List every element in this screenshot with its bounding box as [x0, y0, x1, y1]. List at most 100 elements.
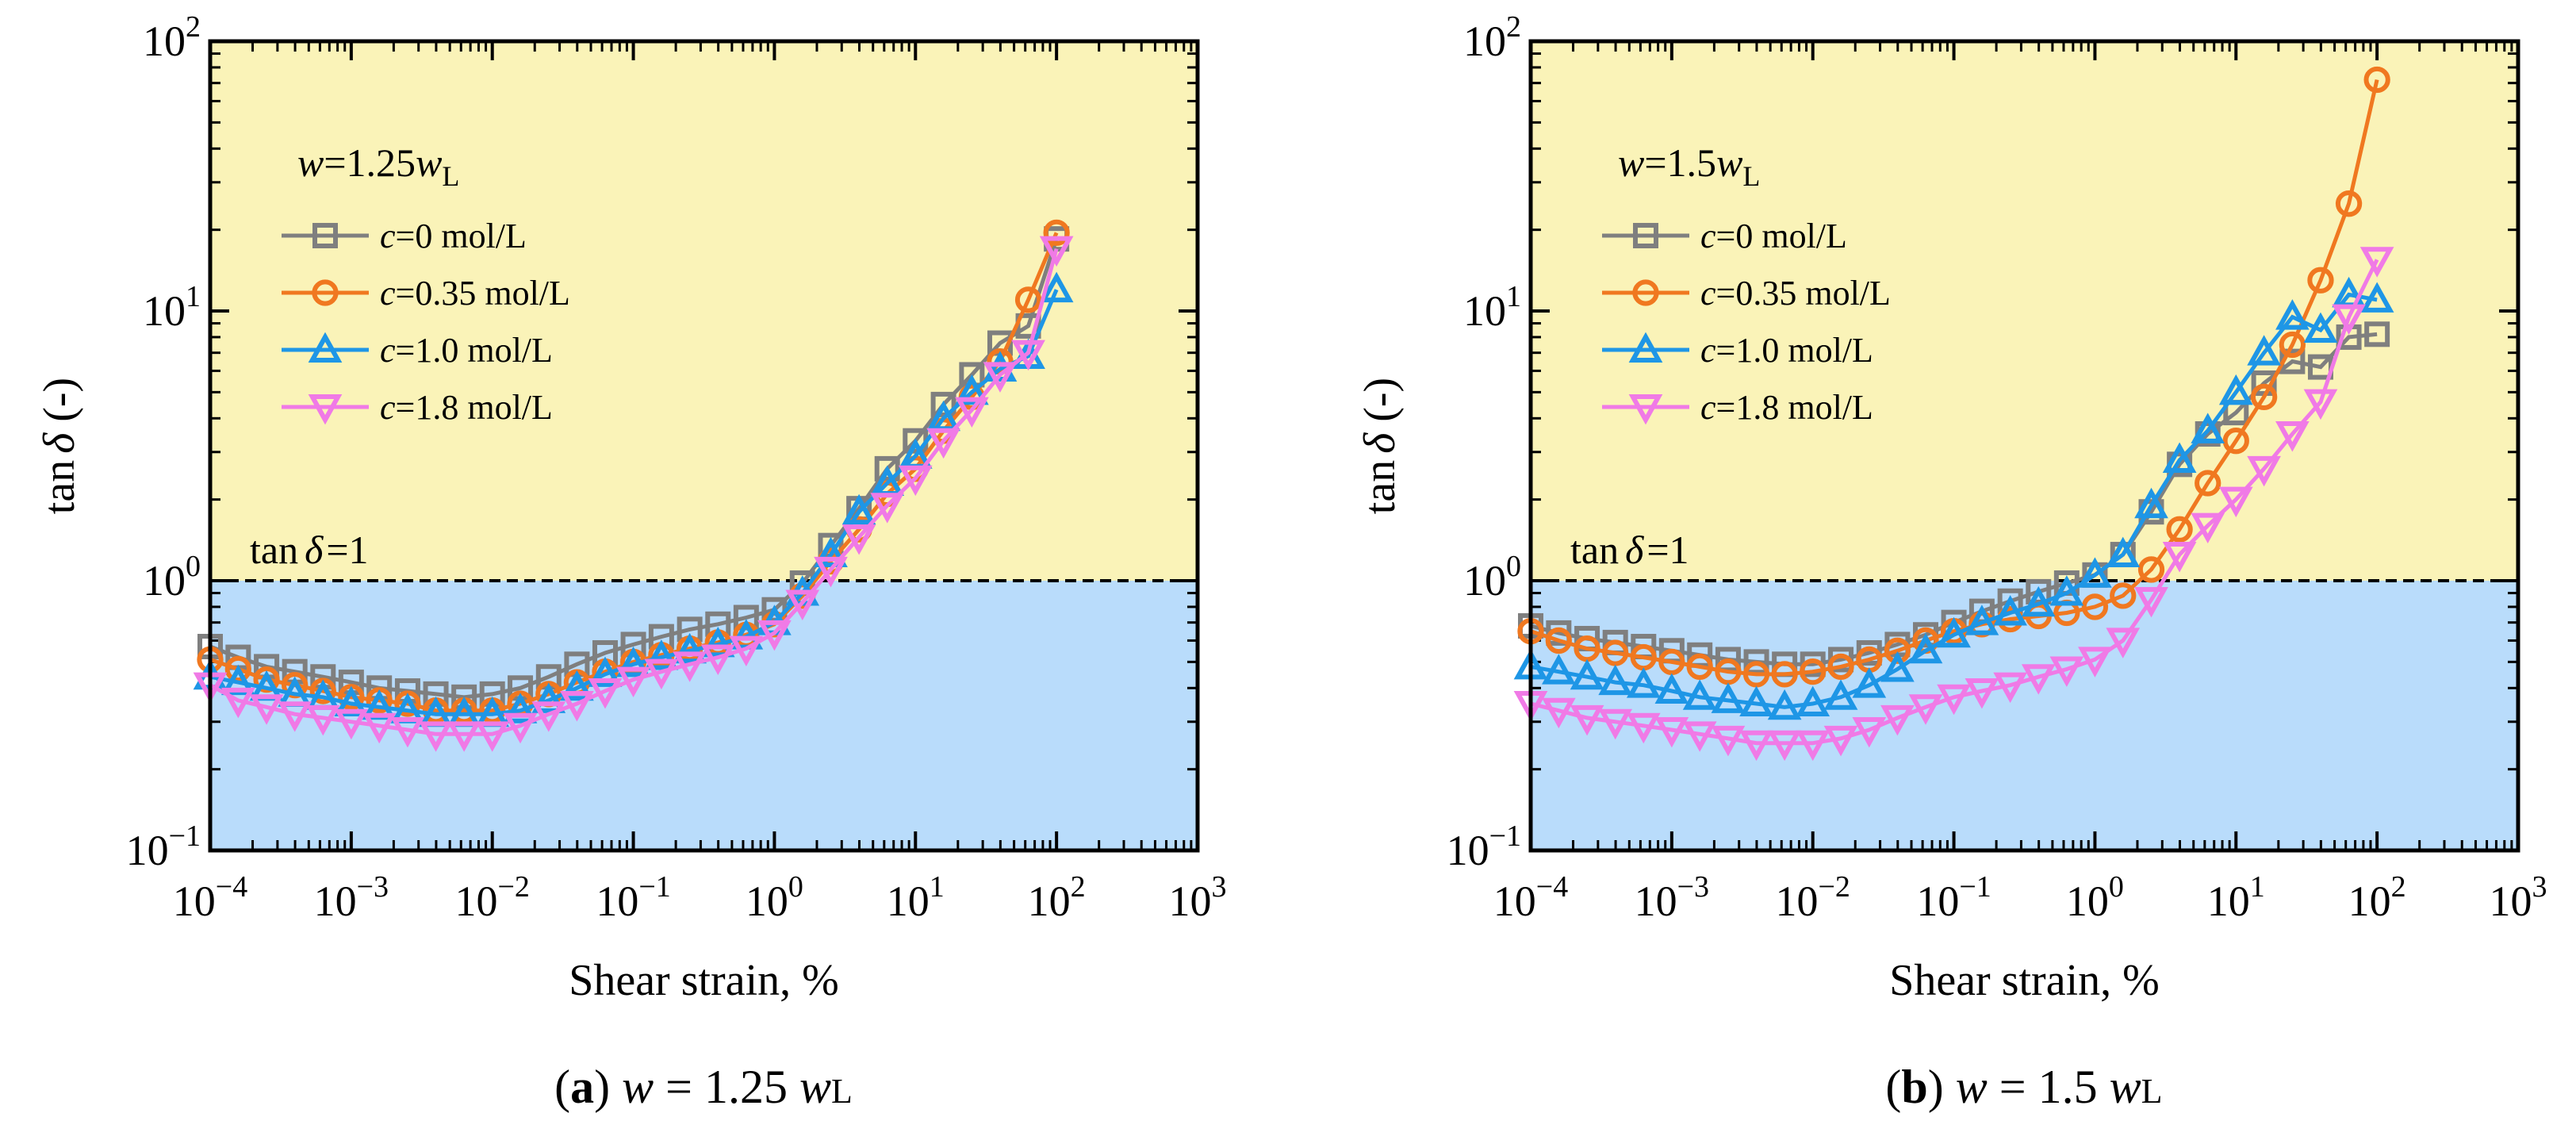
data-point	[2222, 428, 2249, 455]
x-tick-label: 100	[746, 870, 803, 925]
data-point	[2191, 512, 2225, 544]
legend-swatch-marker	[312, 223, 338, 248]
x-tick-label: 103	[1169, 870, 1227, 925]
data-point	[2332, 304, 2366, 336]
data-point	[700, 627, 735, 658]
data-point	[531, 682, 566, 713]
data-point	[814, 556, 848, 588]
y-tick-label: 101	[1463, 280, 1521, 335]
data-point	[2106, 628, 2141, 658]
data-point	[2359, 282, 2394, 313]
data-point	[1993, 595, 2028, 626]
data-point	[874, 455, 900, 482]
series-line	[1530, 79, 2379, 677]
data-point	[673, 651, 707, 682]
data-point	[1682, 721, 1717, 752]
data-point	[2191, 413, 2225, 443]
data-point	[2134, 586, 2168, 618]
data-point	[1796, 685, 1830, 717]
x-tick-label: 102	[1028, 870, 1086, 925]
data-point	[898, 465, 933, 497]
data-point	[2279, 331, 2306, 359]
legend: w=1.25wL c=0 mol/L c=0.35 mol/L c=1.0 mol/L…	[282, 140, 570, 427]
legend: w=1.5wL c=0 mol/L c=0.35 mol/L c=1.0 mol/L c…	[1602, 140, 1891, 427]
series-line	[1530, 292, 2378, 709]
data-point	[1739, 730, 1773, 762]
data-point	[1602, 639, 1629, 666]
legend-swatch-marker	[1628, 332, 1663, 363]
x-tick-label: 10−3	[314, 870, 389, 925]
data-point	[2078, 557, 2112, 588]
data-point	[1880, 704, 1915, 736]
data-point	[2106, 536, 2141, 568]
legend-swatch-marker	[1633, 223, 1658, 248]
data-point	[1711, 725, 1746, 757]
legend-swatch-marker	[312, 279, 339, 306]
x-tick-label: 10−1	[1916, 870, 1991, 925]
data-point	[1598, 708, 1633, 740]
data-point	[2247, 335, 2281, 366]
data-point	[2218, 486, 2253, 518]
x-axis-title: Shear strain, %	[569, 956, 839, 1005]
data-point	[644, 658, 679, 690]
data-point	[2049, 656, 2084, 687]
data-point	[1800, 658, 1827, 685]
data-point	[1541, 697, 1576, 729]
legend-swatch-marker	[1628, 394, 1663, 425]
data-point	[2137, 556, 2165, 583]
data-point	[2218, 374, 2253, 405]
data-point	[1767, 689, 1802, 720]
data-point	[1993, 672, 2028, 704]
data-point	[1739, 685, 1773, 717]
x-tick-label: 101	[2207, 870, 2265, 925]
data-point	[224, 655, 251, 683]
legend-title: w=1.25wL	[297, 140, 459, 192]
data-point	[2166, 516, 2193, 543]
data-point	[531, 701, 566, 732]
x-tick-label: 101	[887, 870, 945, 925]
legend-entry-label: c=0.35 mol/L	[380, 274, 570, 313]
data-point	[1626, 667, 1661, 698]
data-point	[2247, 455, 2281, 487]
data-point	[2021, 664, 2056, 695]
data-point	[2303, 312, 2338, 343]
threshold-label: tan δ=1	[250, 528, 369, 572]
data-point	[1908, 632, 1943, 664]
series-line	[1530, 259, 2379, 746]
data-point	[644, 639, 679, 670]
data-point	[1908, 694, 1943, 725]
data-point	[447, 721, 481, 752]
series-4	[193, 236, 1074, 752]
data-point	[1715, 658, 1742, 685]
data-point	[1545, 627, 1572, 654]
data-point	[616, 666, 650, 698]
data-point	[1743, 649, 1769, 675]
data-point	[616, 646, 650, 677]
data-point	[1626, 712, 1661, 744]
data-point	[673, 632, 707, 664]
data-point	[870, 493, 905, 524]
chart-panel-b: tan δ=1 10−4 10−3 10−2 10−1 100 101 102 103 10−1 10…	[1355, 10, 2547, 1005]
data-point	[503, 712, 538, 744]
data-point	[2021, 585, 2056, 617]
legend-entry-label: c=0 mol/L	[380, 217, 527, 255]
data-point	[1541, 654, 1576, 685]
x-tick-label: 100	[2066, 870, 2124, 925]
data-point	[1884, 637, 1911, 664]
y-axis-title: tanδ (-)	[1355, 378, 1405, 514]
data-point	[560, 691, 594, 722]
x-tick-label: 102	[2348, 870, 2406, 925]
data-point	[249, 694, 284, 725]
data-point	[451, 684, 477, 710]
data-point	[1852, 716, 1887, 748]
data-point	[926, 428, 960, 459]
data-point	[1937, 616, 1971, 648]
data-point	[841, 493, 876, 525]
data-point	[2078, 647, 2112, 677]
data-point	[560, 670, 594, 701]
series-line	[209, 289, 1059, 716]
y-tick-label: 102	[143, 10, 201, 65]
data-point	[955, 374, 989, 405]
chart-panel-a: tan δ=1 10−4 10−3 10−2 10−1 100 101 102 103 10−1 10…	[35, 10, 1227, 1005]
data-point	[2275, 421, 2310, 452]
